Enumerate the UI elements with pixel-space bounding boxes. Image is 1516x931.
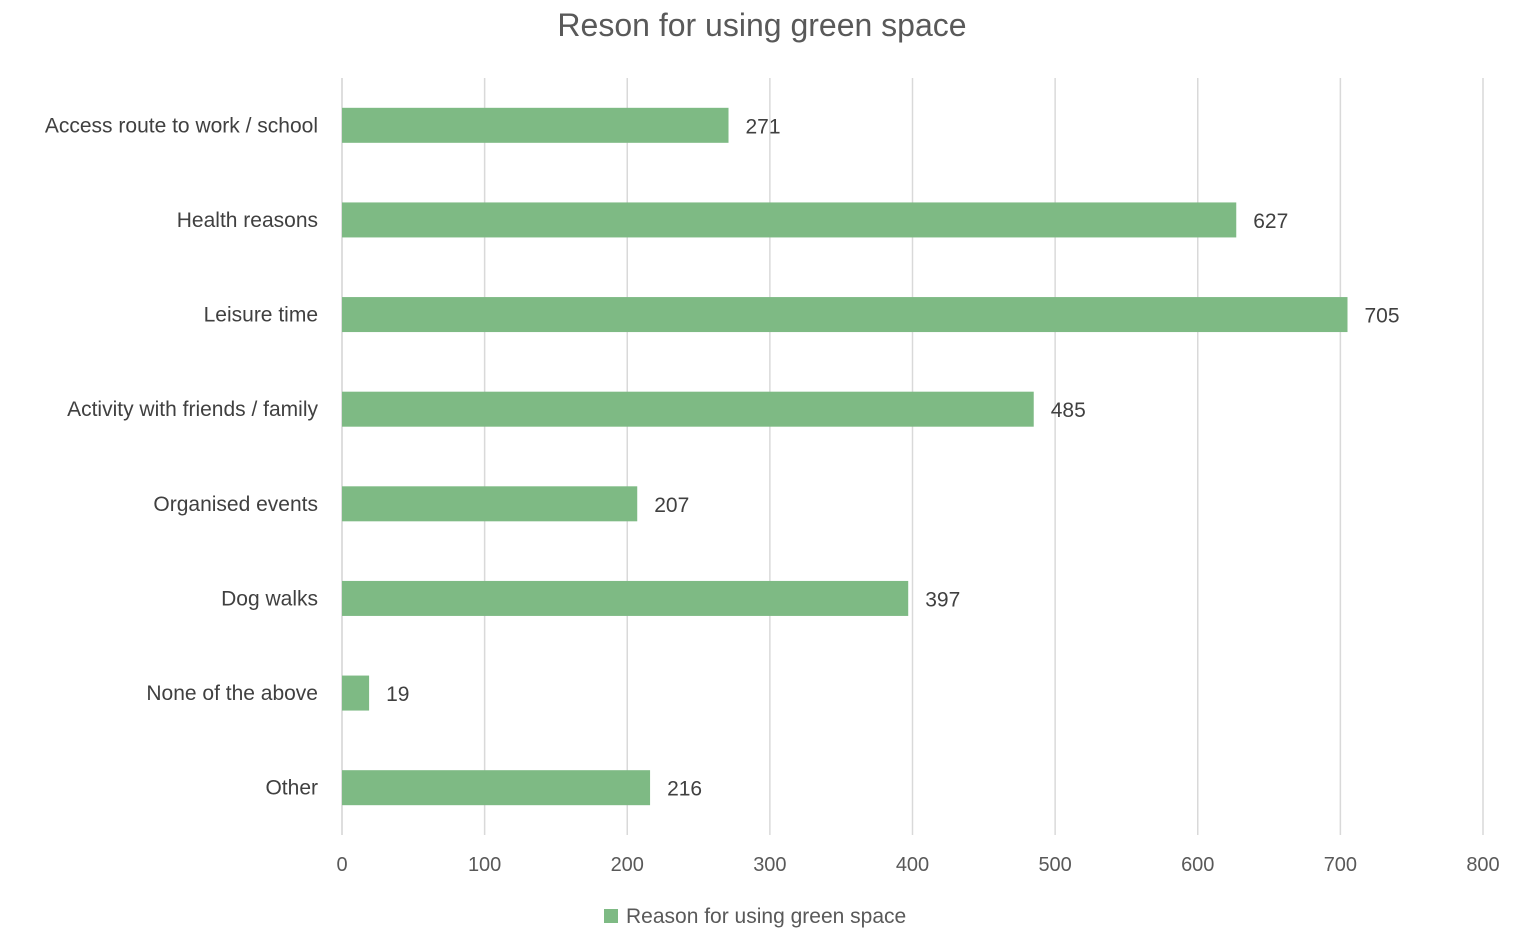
data-label: 705 <box>1365 305 1400 328</box>
category-label: Activity with friends / family <box>67 398 318 421</box>
data-label: 271 <box>746 115 781 138</box>
category-labels: Access route to work / school Health reas… <box>45 114 319 799</box>
data-label: 207 <box>654 494 689 517</box>
bar <box>342 770 651 806</box>
x-tick-label: 300 <box>753 854 786 876</box>
bar <box>342 486 638 522</box>
category-label: Health reasons <box>177 209 318 232</box>
legend-label: Reason for using green space <box>626 905 906 928</box>
x-axis-ticks: 0 100 200 300 400 500 600 700 800 <box>336 854 1499 876</box>
category-label: None of the above <box>146 682 318 705</box>
data-labels: 271 627 705 485 207 397 19 216 <box>386 115 1399 800</box>
data-label: 216 <box>667 778 702 801</box>
x-tick-label: 200 <box>611 854 644 876</box>
data-label: 627 <box>1253 210 1288 233</box>
bars <box>342 107 1348 806</box>
x-tick-label: 800 <box>1466 854 1499 876</box>
category-label: Dog walks <box>221 587 318 610</box>
legend-swatch <box>604 909 618 923</box>
data-label: 485 <box>1051 399 1086 422</box>
bar <box>342 675 370 711</box>
data-label: 397 <box>925 588 960 611</box>
bar <box>342 202 1237 238</box>
x-tick-label: 500 <box>1038 854 1071 876</box>
legend: Reason for using green space <box>604 905 906 928</box>
x-tick-label: 600 <box>1181 854 1214 876</box>
bar <box>342 297 1348 333</box>
x-tick-label: 100 <box>468 854 501 876</box>
gridlines <box>341 78 1484 835</box>
bar <box>342 391 1034 427</box>
data-label: 19 <box>386 683 409 706</box>
x-tick-label: 700 <box>1324 854 1357 876</box>
category-label: Leisure time <box>204 304 318 327</box>
bar <box>342 107 729 143</box>
x-tick-label: 0 <box>336 854 347 876</box>
bar <box>342 580 909 616</box>
x-tick-label: 400 <box>896 854 929 876</box>
category-label: Other <box>265 777 318 800</box>
category-label: Organised events <box>153 493 318 516</box>
chart-title: Reson for using green space <box>557 7 966 43</box>
category-label: Access route to work / school <box>45 114 318 137</box>
